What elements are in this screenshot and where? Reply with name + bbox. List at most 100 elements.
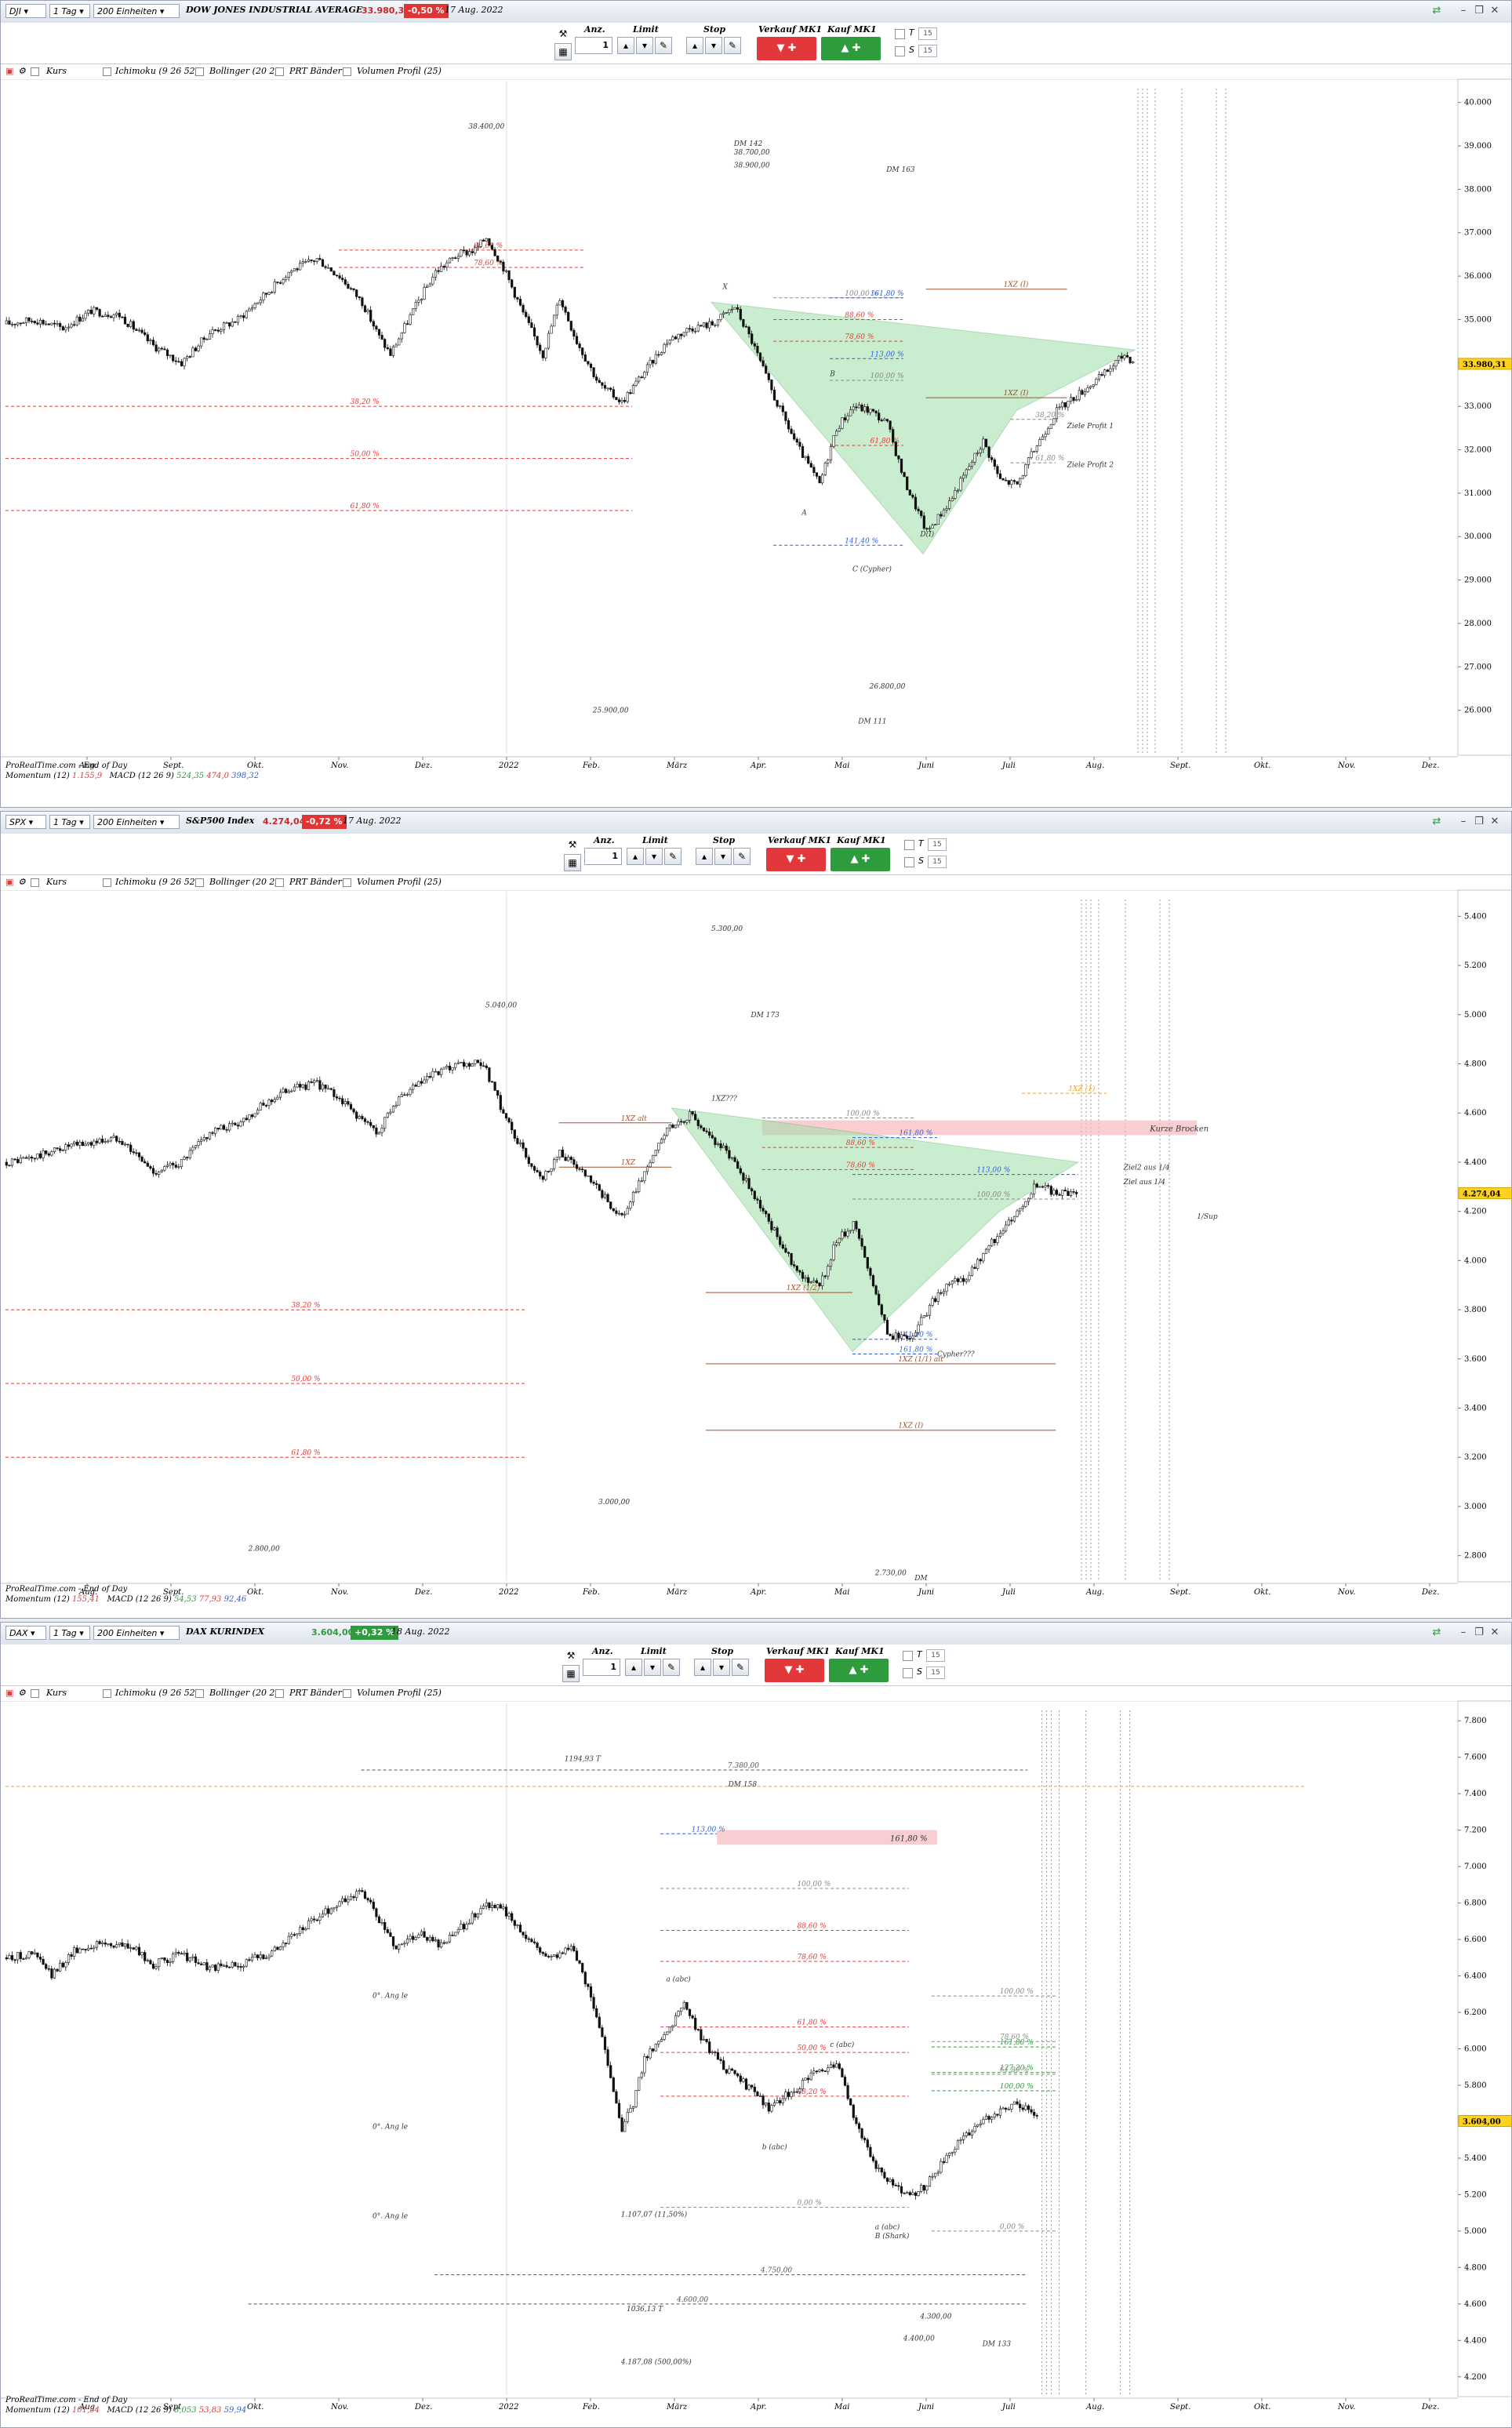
- indicator-checkbox[interactable]: [103, 878, 111, 887]
- close-icon[interactable]: ✕: [1490, 816, 1499, 827]
- stop-buy-icon[interactable]: ▴: [686, 37, 703, 54]
- period-select[interactable]: 1 Tag ▾: [49, 815, 90, 829]
- indicator-checkbox[interactable]: [195, 1689, 204, 1698]
- stop-edit-icon[interactable]: ✎: [733, 848, 751, 865]
- indicator-checkbox[interactable]: [103, 1689, 111, 1698]
- calculator-icon[interactable]: ▦: [562, 1665, 580, 1682]
- stop-pct-input[interactable]: 15: [918, 45, 937, 57]
- stop-buy-icon[interactable]: ▴: [696, 848, 713, 865]
- stop-edit-icon[interactable]: ✎: [724, 37, 741, 54]
- qty-input[interactable]: 1: [575, 37, 612, 54]
- close-icon[interactable]: ✕: [1490, 5, 1499, 16]
- indicator-settings-icon[interactable]: ⚙: [18, 877, 26, 887]
- indicator-checkbox[interactable]: [195, 878, 204, 887]
- limit-edit-icon[interactable]: ✎: [655, 37, 672, 54]
- stop-sell-icon[interactable]: ▾: [705, 37, 722, 54]
- sync-icon[interactable]: ⇄: [1432, 5, 1441, 16]
- indicator-ichimoku[interactable]: Ichimoku (9 26 52): [115, 877, 198, 887]
- indicator-checkbox[interactable]: [343, 878, 351, 887]
- symbol-select[interactable]: DAX ▾: [5, 1626, 46, 1640]
- restore-icon[interactable]: ❐: [1474, 5, 1484, 16]
- indicator-ichimoku[interactable]: Ichimoku (9 26 52): [115, 66, 198, 76]
- indicator-kurs[interactable]: Kurs: [46, 66, 67, 76]
- indicator-volume-profile[interactable]: Volumen Profil (25): [357, 877, 442, 887]
- restore-icon[interactable]: ❐: [1474, 1627, 1484, 1638]
- sync-icon[interactable]: ⇄: [1432, 816, 1441, 827]
- stop-sell-icon[interactable]: ▾: [713, 1659, 730, 1676]
- price-chart-dji[interactable]: 26.000 27.000 28.000 29.000 30.000 31.000 32.0…: [1, 1, 1512, 808]
- price-chart-spx[interactable]: 2.800 3.000 3.200 3.400 3.600 3.800 4.000 4.200…: [1, 812, 1512, 1619]
- target-checkbox[interactable]: [904, 840, 914, 850]
- minimize-icon[interactable]: –: [1460, 816, 1467, 827]
- buy-market-button[interactable]: ▲ ✚: [829, 1659, 889, 1682]
- limit-sell-icon[interactable]: ▾: [636, 37, 653, 54]
- symbol-select[interactable]: DJI ▾: [5, 4, 46, 18]
- target-pct-input[interactable]: 15: [918, 27, 937, 40]
- stop-pct-input[interactable]: 15: [926, 1667, 945, 1679]
- units-select[interactable]: 200 Einheiten ▾: [93, 4, 180, 18]
- limit-sell-icon[interactable]: ▾: [644, 1659, 661, 1676]
- indicator-checkbox[interactable]: [31, 1689, 39, 1698]
- add-indicator-icon[interactable]: ▣: [5, 66, 14, 76]
- limit-edit-icon[interactable]: ✎: [664, 848, 681, 865]
- sell-market-button[interactable]: ▼ ✚: [757, 37, 816, 60]
- indicator-checkbox[interactable]: [31, 67, 39, 76]
- indicator-checkbox[interactable]: [103, 67, 111, 76]
- close-icon[interactable]: ✕: [1490, 1627, 1499, 1638]
- symbol-select[interactable]: SPX ▾: [5, 815, 46, 829]
- stop-pct-input[interactable]: 15: [928, 856, 947, 868]
- wrench-icon[interactable]: ⚒: [566, 1650, 576, 1661]
- indicator-ichimoku[interactable]: Ichimoku (9 26 52): [115, 1688, 198, 1698]
- indicator-settings-icon[interactable]: ⚙: [18, 66, 26, 76]
- indicator-volume-profile[interactable]: Volumen Profil (25): [357, 1688, 442, 1698]
- period-select[interactable]: 1 Tag ▾: [49, 4, 90, 18]
- wrench-icon[interactable]: ⚒: [558, 28, 568, 39]
- limit-sell-icon[interactable]: ▾: [645, 848, 663, 865]
- stop-checkbox[interactable]: [903, 1668, 913, 1678]
- indicator-prt-baender[interactable]: PRT Bänder: [289, 877, 342, 887]
- stop-checkbox[interactable]: [904, 857, 914, 867]
- stop-checkbox[interactable]: [895, 46, 905, 56]
- indicator-checkbox[interactable]: [275, 67, 284, 76]
- buy-market-button[interactable]: ▲ ✚: [831, 848, 890, 871]
- target-checkbox[interactable]: [895, 29, 905, 39]
- indicator-checkbox[interactable]: [343, 67, 351, 76]
- indicator-kurs[interactable]: Kurs: [46, 877, 67, 887]
- minimize-icon[interactable]: –: [1460, 1627, 1467, 1638]
- sync-icon[interactable]: ⇄: [1432, 1627, 1441, 1638]
- indicator-checkbox[interactable]: [31, 878, 39, 887]
- indicator-prt-baender[interactable]: PRT Bänder: [289, 66, 342, 76]
- target-checkbox[interactable]: [903, 1651, 913, 1661]
- target-pct-input[interactable]: 15: [926, 1649, 945, 1662]
- indicator-checkbox[interactable]: [275, 1689, 284, 1698]
- indicator-checkbox[interactable]: [343, 1689, 351, 1698]
- price-chart-dax[interactable]: 4.2004.4004.6004.8005.0005.2005.4005.600…: [1, 1623, 1512, 2428]
- restore-icon[interactable]: ❐: [1474, 816, 1484, 827]
- indicator-kurs[interactable]: Kurs: [46, 1688, 67, 1698]
- qty-input[interactable]: 1: [584, 848, 622, 865]
- buy-market-button[interactable]: ▲ ✚: [821, 37, 881, 60]
- wrench-icon[interactable]: ⚒: [568, 839, 577, 850]
- limit-buy-icon[interactable]: ▴: [617, 37, 634, 54]
- indicator-settings-icon[interactable]: ⚙: [18, 1688, 26, 1698]
- indicator-checkbox[interactable]: [195, 67, 204, 76]
- indicator-bollinger[interactable]: Bollinger (20 2): [209, 66, 278, 76]
- indicator-bollinger[interactable]: Bollinger (20 2): [209, 877, 278, 887]
- period-select[interactable]: 1 Tag ▾: [49, 1626, 90, 1640]
- limit-edit-icon[interactable]: ✎: [663, 1659, 680, 1676]
- add-indicator-icon[interactable]: ▣: [5, 1688, 14, 1698]
- stop-edit-icon[interactable]: ✎: [732, 1659, 749, 1676]
- target-pct-input[interactable]: 15: [928, 838, 947, 851]
- units-select[interactable]: 200 Einheiten ▾: [93, 815, 180, 829]
- calculator-icon[interactable]: ▦: [554, 43, 572, 60]
- indicator-bollinger[interactable]: Bollinger (20 2): [209, 1688, 278, 1698]
- sell-market-button[interactable]: ▼ ✚: [766, 848, 826, 871]
- sell-market-button[interactable]: ▼ ✚: [765, 1659, 824, 1682]
- indicator-checkbox[interactable]: [275, 878, 284, 887]
- minimize-icon[interactable]: –: [1460, 5, 1467, 16]
- calculator-icon[interactable]: ▦: [564, 854, 581, 871]
- add-indicator-icon[interactable]: ▣: [5, 877, 14, 887]
- stop-sell-icon[interactable]: ▾: [714, 848, 732, 865]
- limit-buy-icon[interactable]: ▴: [625, 1659, 642, 1676]
- limit-buy-icon[interactable]: ▴: [627, 848, 644, 865]
